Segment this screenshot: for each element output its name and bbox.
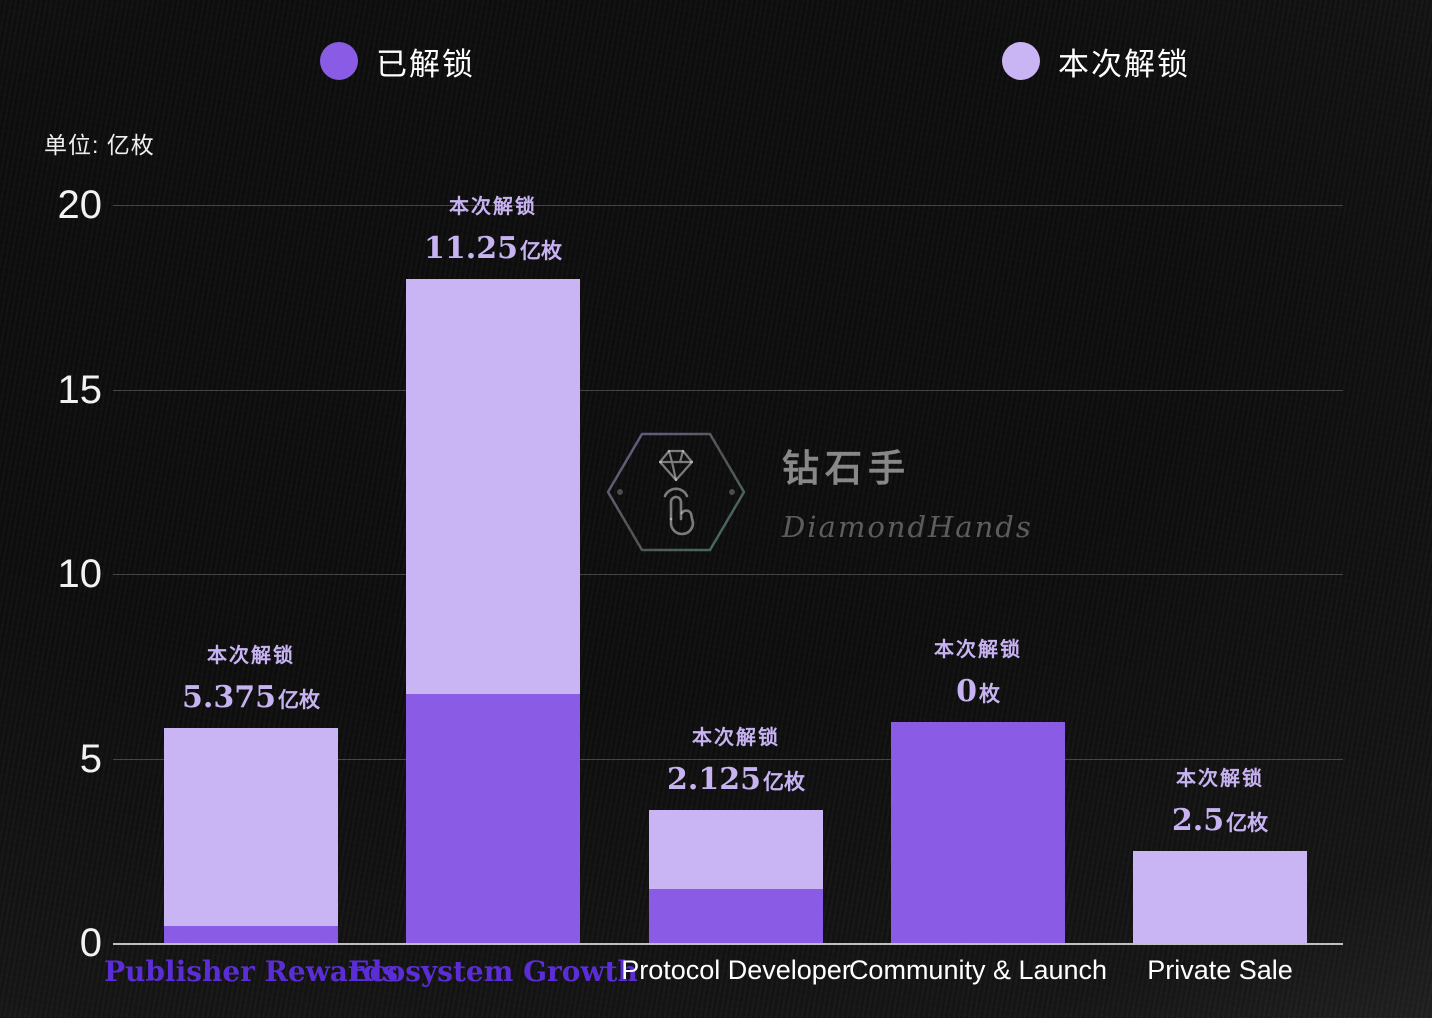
tap-hand-icon — [663, 487, 695, 536]
bar-segment-new-unlock — [164, 728, 338, 927]
annotation-title: 本次解锁 — [207, 645, 295, 668]
annotation-value: 5.375亿枚 — [182, 680, 320, 716]
bar-annotation: 本次解锁 11.25亿枚 — [373, 190, 613, 266]
watermark-cn-text: 钻石手 — [782, 448, 911, 489]
bar-annotation: 本次解锁 5.375亿枚 — [131, 639, 371, 715]
y-axis-tick-label: 10 — [57, 552, 103, 596]
gridline — [113, 389, 1343, 391]
diamondhands-logo-icon — [606, 432, 746, 552]
annotation-value: 11.25亿枚 — [424, 230, 562, 266]
gridline — [113, 205, 1343, 206]
annotation-value: 2.5亿枚 — [1171, 802, 1269, 838]
x-axis-category-label: Publisher Rewards — [103, 955, 399, 988]
y-axis-tick-label: 5 — [79, 736, 102, 781]
y-axis-tick-label: 15 — [57, 367, 103, 412]
y-axis-tick-label: 0 — [79, 921, 102, 965]
watermark-en-text: DiamondHands — [782, 510, 1033, 544]
x-axis-category-label: Community & Launch — [848, 955, 1108, 985]
bar-segment-new-unlock — [649, 810, 823, 889]
bar-segment-unlocked — [891, 721, 1065, 943]
legend-item-new-unlock: 本次解锁 — [1002, 38, 1190, 84]
bar-segment-new-unlock — [406, 278, 580, 694]
annotation-value: 2.125亿枚 — [667, 762, 805, 798]
bar-annotation: 本次解锁 0枚 — [858, 633, 1098, 709]
annotation-value: 0枚 — [956, 673, 1000, 709]
legend-swatch-unlocked-icon — [320, 42, 358, 80]
annotation-title: 本次解锁 — [449, 195, 537, 218]
legend-swatch-new-unlock-icon — [1002, 42, 1040, 80]
legend-label-unlocked: 已解锁 — [376, 46, 475, 82]
bar-segment-unlocked — [649, 888, 823, 943]
bar-annotation: 本次解锁 2.125亿枚 — [616, 721, 856, 797]
bar-segment-unlocked — [164, 926, 338, 943]
annotation-title: 本次解锁 — [692, 727, 780, 750]
x-axis-category-label: Private Sale — [1147, 955, 1293, 985]
bar-segment-new-unlock — [1133, 850, 1307, 943]
legend-label-new-unlock: 本次解锁 — [1058, 46, 1190, 82]
unit-label: 单位: 亿枚 — [44, 132, 155, 158]
legend-item-unlocked: 已解锁 — [320, 38, 475, 84]
bar-segment-unlocked — [406, 693, 580, 943]
annotation-title: 本次解锁 — [934, 638, 1022, 661]
annotation-title: 本次解锁 — [1176, 767, 1264, 790]
gridline — [113, 574, 1343, 575]
watermark: 钻石手 DiamondHands — [596, 418, 1033, 566]
diamond-icon — [658, 449, 694, 482]
bar-annotation: 本次解锁 2.5亿枚 — [1100, 762, 1340, 838]
x-axis-category-label: Ecosystem Growth — [348, 955, 638, 988]
gridline — [113, 758, 1343, 760]
x-axis-category-label: Protocol Developer — [621, 955, 851, 985]
x-axis-baseline — [113, 943, 1343, 945]
y-axis-tick-label: 20 — [57, 183, 103, 227]
